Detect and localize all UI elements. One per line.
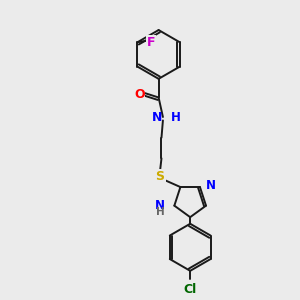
Text: H: H [171,111,181,124]
Text: N: N [206,179,216,192]
Text: S: S [155,169,164,183]
Text: F: F [147,36,155,49]
Text: N: N [155,199,165,212]
Text: Cl: Cl [184,283,197,296]
Text: O: O [134,88,145,101]
Text: H: H [156,207,165,217]
Text: N: N [152,111,162,124]
